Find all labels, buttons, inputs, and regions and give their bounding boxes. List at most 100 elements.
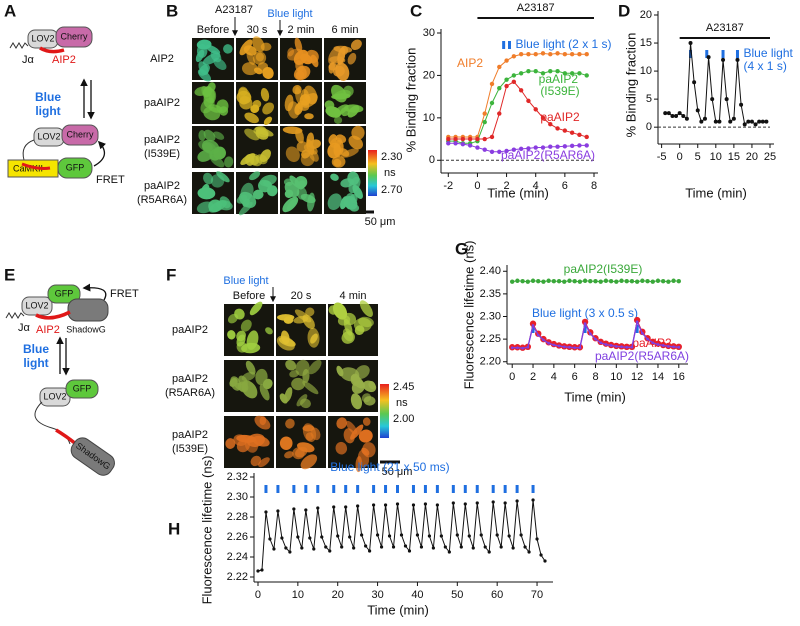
data-point bbox=[603, 278, 609, 283]
y-tick-label: 10 bbox=[423, 112, 435, 124]
data-point bbox=[407, 549, 412, 553]
cell-body bbox=[362, 417, 371, 426]
data-point bbox=[578, 346, 582, 350]
data-point bbox=[264, 510, 268, 514]
cell-body bbox=[259, 416, 267, 426]
cell-body bbox=[259, 174, 277, 187]
cell-body bbox=[223, 44, 233, 54]
data-point bbox=[684, 116, 689, 121]
data-point bbox=[364, 544, 368, 548]
cell-body bbox=[304, 113, 314, 120]
stimulus-label: Blue light bbox=[267, 8, 312, 20]
cell-body bbox=[342, 328, 354, 342]
cell-body bbox=[242, 62, 258, 76]
data-point bbox=[516, 346, 519, 350]
data-point bbox=[529, 320, 537, 327]
data-point bbox=[702, 116, 707, 121]
y-tick-label: 2.32 bbox=[227, 471, 248, 483]
column-header: Before bbox=[197, 24, 229, 36]
data-point bbox=[688, 41, 693, 46]
data-point bbox=[489, 81, 495, 87]
data-point bbox=[467, 534, 471, 538]
x-tick-label: 6 bbox=[562, 180, 568, 192]
data-point bbox=[569, 143, 575, 149]
data-point bbox=[681, 113, 686, 118]
aip2-peptide bbox=[39, 46, 65, 54]
y-tick-label: 2.35 bbox=[480, 288, 501, 300]
shadowg-domain bbox=[70, 437, 115, 476]
gfp-domain bbox=[57, 157, 93, 179]
data-point bbox=[526, 52, 531, 57]
data-point bbox=[721, 57, 726, 62]
panel-letter: F bbox=[166, 265, 176, 284]
cell-body bbox=[239, 96, 253, 110]
colorbar-label: 2.30 bbox=[381, 151, 402, 163]
data-point bbox=[672, 345, 675, 349]
data-point bbox=[453, 141, 458, 146]
data-point bbox=[443, 545, 447, 549]
data-point bbox=[540, 71, 546, 76]
data-point bbox=[525, 279, 531, 284]
cell-body bbox=[225, 438, 236, 449]
cell-body bbox=[293, 49, 309, 65]
colorbar-label: 2.45 bbox=[393, 381, 414, 393]
data-point bbox=[459, 545, 463, 549]
data-point bbox=[620, 345, 623, 349]
cell-body bbox=[353, 317, 372, 332]
y-tick-label: 15 bbox=[640, 37, 652, 49]
row-label: (R5AR6A) bbox=[165, 387, 215, 399]
data-point bbox=[526, 98, 531, 104]
data-point bbox=[539, 553, 543, 557]
column-header: 6 min bbox=[332, 24, 359, 36]
data-point bbox=[511, 73, 517, 78]
cell-body bbox=[328, 62, 338, 71]
cell-body bbox=[236, 330, 246, 342]
data-point bbox=[548, 122, 553, 127]
data-point bbox=[581, 318, 589, 326]
data-point bbox=[520, 279, 525, 284]
data-point bbox=[713, 119, 718, 124]
cell-body bbox=[302, 425, 315, 432]
gfp-domain bbox=[47, 284, 81, 304]
label: Jα bbox=[22, 54, 35, 66]
scale-bar-label: 50 μm bbox=[365, 216, 396, 228]
cell-body bbox=[198, 140, 217, 153]
data-point bbox=[640, 331, 644, 335]
data-point bbox=[324, 545, 328, 549]
label: CaMKII bbox=[13, 163, 43, 173]
cell-body bbox=[197, 189, 206, 198]
cell-body bbox=[305, 432, 314, 441]
data-point bbox=[483, 545, 487, 549]
data-point bbox=[640, 278, 645, 283]
data-point bbox=[608, 279, 614, 284]
row-label: (R5AR6A) bbox=[137, 194, 187, 206]
cell-body bbox=[292, 85, 302, 95]
data-point bbox=[562, 71, 568, 76]
data-point bbox=[531, 324, 535, 327]
cell-body bbox=[216, 171, 230, 183]
cell-body bbox=[244, 128, 260, 141]
data-point bbox=[540, 115, 546, 121]
data-point bbox=[511, 79, 517, 84]
label: GFP bbox=[73, 383, 92, 393]
diagram-e: LOV2 GFP FRET Jα AIP2 ShadowG Blue light… bbox=[5, 283, 139, 476]
y-axis-label: Fluorescence lifetime (ns) bbox=[461, 241, 476, 390]
row-label: (I539E) bbox=[172, 443, 208, 455]
data-point bbox=[757, 119, 762, 124]
data-point bbox=[593, 279, 598, 284]
x-tick-label: 4 bbox=[533, 180, 539, 192]
data-point bbox=[482, 136, 487, 142]
column-header: 2 min bbox=[288, 24, 315, 36]
stimulus-label: Blue light (3 x 0.5 s) bbox=[532, 306, 638, 320]
linker bbox=[22, 139, 35, 161]
data-point bbox=[518, 71, 524, 76]
cell-body bbox=[284, 189, 294, 198]
data-point bbox=[515, 499, 519, 503]
stimulus-label: Blue light (4 x 1 s) bbox=[743, 46, 796, 73]
cell-body bbox=[325, 106, 342, 118]
data-point bbox=[497, 85, 502, 91]
y-tick-label: 30 bbox=[423, 27, 435, 39]
data-point bbox=[455, 533, 459, 537]
row-label: paAIP2 bbox=[172, 429, 208, 441]
x-tick-label: 15 bbox=[728, 151, 740, 163]
